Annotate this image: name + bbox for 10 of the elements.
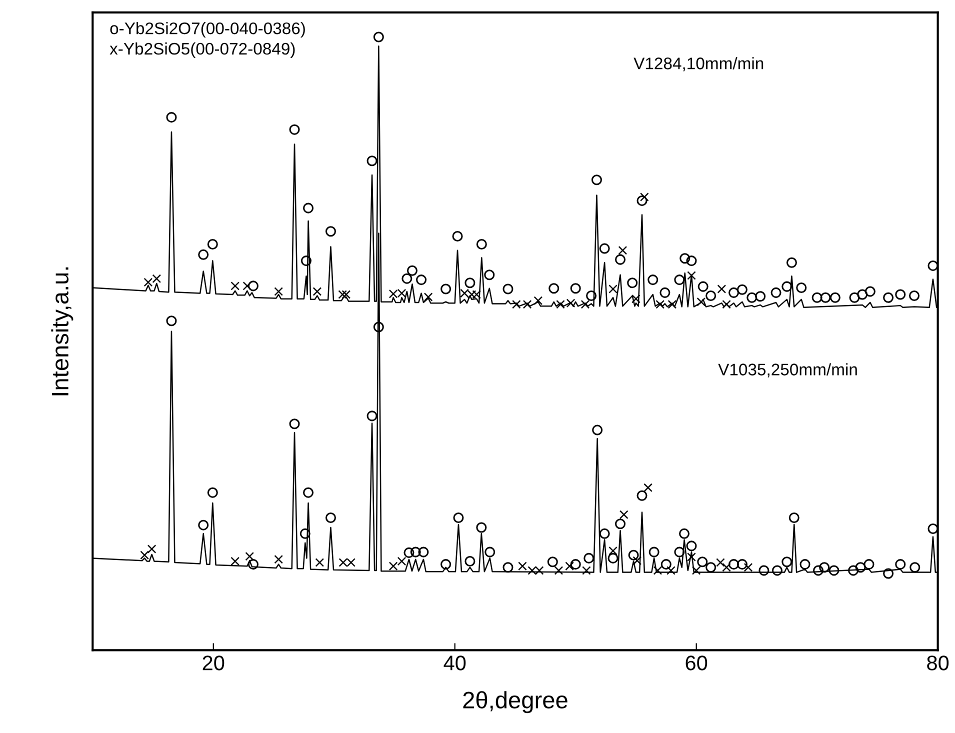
annotation: x-Yb2SiO5(00-072-0849)	[110, 42, 295, 58]
x-tick-label: 80	[927, 656, 949, 670]
annotation: V1035,250mm/min	[718, 363, 857, 378]
x-axis-title: 2θ,degree	[463, 691, 568, 714]
annotation: V1284,10mm/min	[634, 57, 764, 72]
x-tick-label: 40	[444, 656, 466, 670]
y-axis-title: Intensity,a.u.	[51, 267, 74, 396]
annotation: o-Yb2Si2O7(00-040-0386)	[110, 22, 305, 38]
x-tick-label: 20	[202, 656, 224, 670]
x-tick-label: 60	[686, 656, 708, 670]
